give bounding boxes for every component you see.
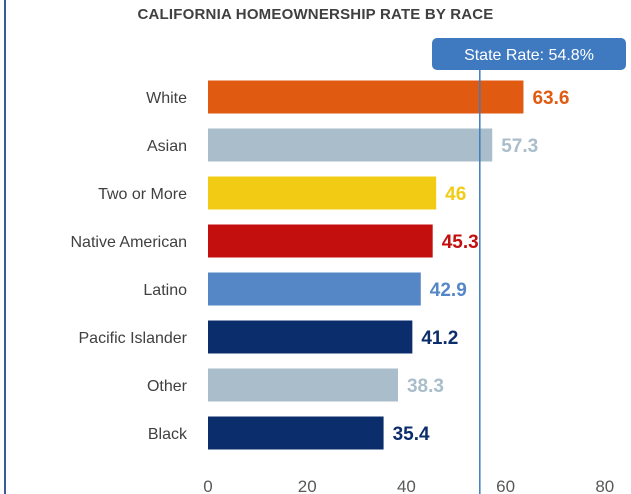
category-label: Black bbox=[148, 426, 188, 443]
bar-native-american bbox=[208, 224, 433, 258]
category-label: Two or More bbox=[98, 186, 187, 203]
value-label: 63.6 bbox=[532, 88, 569, 109]
bar-white bbox=[208, 80, 524, 114]
value-label: 46 bbox=[445, 184, 466, 205]
left-border-line bbox=[4, 0, 6, 494]
bar-other bbox=[208, 368, 398, 402]
bar-latino bbox=[208, 272, 421, 306]
category-label: Other bbox=[147, 378, 188, 395]
x-tick-label: 20 bbox=[298, 477, 317, 494]
category-label: Native American bbox=[71, 234, 188, 251]
value-label: 38.3 bbox=[407, 376, 444, 397]
x-tick-label: 40 bbox=[397, 477, 416, 494]
value-label: 41.2 bbox=[421, 328, 458, 349]
value-label: 57.3 bbox=[501, 136, 538, 157]
category-label: White bbox=[146, 90, 187, 107]
x-tick-label: 60 bbox=[496, 477, 515, 494]
bar-pacific-islander bbox=[208, 320, 413, 354]
x-tick-label: 0 bbox=[203, 477, 212, 494]
x-tick-label: 80 bbox=[595, 477, 614, 494]
bar-asian bbox=[208, 128, 493, 162]
value-label: 45.3 bbox=[442, 232, 479, 253]
category-label: Pacific Islander bbox=[79, 330, 188, 347]
value-label: 42.9 bbox=[430, 280, 467, 301]
bar-black bbox=[208, 416, 384, 450]
bar-two-or-more bbox=[208, 176, 437, 210]
category-label: Latino bbox=[143, 282, 187, 299]
state-rate-label-box bbox=[432, 38, 626, 70]
chart-title: CALIFORNIA HOMEOWNERSHIP RATE BY RACE bbox=[137, 6, 494, 23]
state-rate-label: State Rate: 54.8% bbox=[464, 47, 594, 64]
category-label: Asian bbox=[147, 138, 187, 155]
value-label: 35.4 bbox=[393, 424, 430, 445]
